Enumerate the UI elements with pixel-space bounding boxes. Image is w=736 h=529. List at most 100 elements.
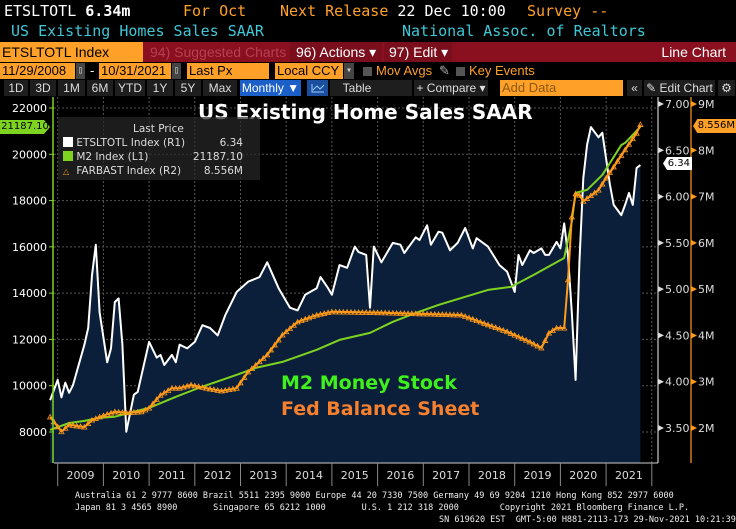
farbast-point: [153, 396, 160, 402]
farbast-point: [199, 384, 206, 390]
farbast-point: [328, 308, 336, 315]
compare-button[interactable]: + Compare ▾: [414, 80, 488, 96]
period-3d[interactable]: 3D: [30, 80, 56, 96]
farbast-point: [126, 409, 134, 415]
x-axis-label: 2011: [158, 469, 186, 482]
etsltotl-current-tag: 6.34: [663, 157, 692, 170]
farbast-point: [111, 408, 119, 415]
x-axis-label: 2019: [524, 469, 552, 482]
key-events-checkbox[interactable]: [456, 67, 465, 76]
end-date-input[interactable]: 10/31/2021: [99, 63, 171, 79]
period-ytd[interactable]: YTD: [115, 80, 145, 96]
edit-menu[interactable]: 97) Edit ▾: [384, 42, 452, 62]
period-max[interactable]: Max: [203, 80, 237, 96]
chevron-down-icon[interactable]: ▾: [344, 63, 354, 79]
currency-select[interactable]: Local CCY: [275, 63, 343, 79]
calendar-icon[interactable]: ▯: [76, 63, 85, 79]
right-axis-1-tick: [658, 147, 664, 154]
farbast-point: [431, 310, 438, 317]
farbast-point: [244, 368, 252, 375]
x-axis-label: 2009: [67, 469, 95, 482]
period-6m[interactable]: 6M: [87, 80, 113, 96]
gear-icon[interactable]: ⚙: [718, 80, 735, 96]
farbast-point: [503, 328, 511, 335]
price-field-select[interactable]: Last Px: [187, 63, 269, 79]
period-1m[interactable]: 1M: [58, 80, 85, 96]
mov-avgs-checkbox[interactable]: [363, 67, 372, 76]
right-axis-1-label: 5.50: [665, 237, 690, 250]
footer-contacts-1: Australia 61 2 9777 8600 Brazil 5511 239…: [75, 491, 674, 501]
farbast-point: [81, 423, 88, 430]
farbast-point: [553, 324, 560, 331]
pencil-icon[interactable]: ✎: [439, 63, 450, 78]
x-axis-label: 2021: [615, 469, 643, 482]
farbast-point: [591, 189, 598, 196]
farbast-point: [580, 197, 587, 204]
add-data-input[interactable]: Add Data: [500, 80, 623, 96]
farbast-point: [378, 309, 385, 316]
security-input[interactable]: ETSLTOTL Index: [0, 42, 143, 62]
farbast-point: [324, 309, 332, 316]
right-axis-2-label: 3M: [698, 376, 715, 389]
right-axis-1-label: 6.00: [665, 191, 690, 204]
legend-item-etsltotl[interactable]: ETSLTOTL Index (R1) 6.34: [63, 137, 253, 149]
period-1y[interactable]: 1Y: [147, 80, 173, 96]
farbast-point: [408, 310, 416, 317]
farbast-point: [484, 321, 492, 328]
series-name: US Existing Homes Sales SAAR: [11, 22, 264, 40]
edit-chart-button[interactable]: ✎ Edit Chart: [644, 80, 715, 96]
farbast-point: [595, 186, 602, 193]
farbast-point: [454, 311, 461, 318]
left-axis-label: 22000: [12, 102, 47, 115]
farbast-point: [637, 121, 644, 127]
farbast-point: [241, 374, 248, 380]
right-axis-1-tick: [658, 239, 664, 246]
farbast-point: [568, 213, 576, 220]
farbast-point: [336, 308, 343, 315]
left-axis-label: 10000: [12, 380, 47, 393]
farbast-point: [625, 140, 633, 147]
key-events-label: Key Events: [469, 63, 535, 78]
farbast-point: [515, 333, 522, 340]
line-chart-icon[interactable]: [307, 80, 328, 96]
farbast-point: [279, 331, 286, 338]
farbast-point: [73, 422, 80, 429]
table-button[interactable]: Table: [330, 80, 412, 96]
ticker-line: ETSLTOTL 6.34m: [4, 2, 130, 20]
period-5y[interactable]: 5Y: [175, 80, 201, 96]
legend-label: FARBAST Index (R2): [76, 165, 182, 177]
green-square-icon: [63, 151, 73, 161]
frequency-select[interactable]: Monthly ▼: [240, 80, 301, 96]
calendar-icon[interactable]: ▯: [172, 63, 181, 79]
farbast-point: [294, 318, 301, 325]
right-axis-1-label: 7.00: [665, 98, 690, 111]
right-axis-2-tick: [691, 286, 697, 293]
legend-item-farbast[interactable]: △ FARBAST Index (R2) 8.556M: [63, 165, 253, 177]
right-axis-2-label: 9M: [698, 98, 715, 111]
farbast-point: [130, 408, 138, 415]
farbast-point: [599, 180, 606, 187]
farbast-point: [602, 174, 610, 181]
legend[interactable]: Last Price ETSLTOTL Index (R1) 6.34 M2 I…: [58, 117, 260, 180]
triangle-icon: △: [63, 167, 70, 176]
farbast-point: [343, 308, 351, 315]
farbast-point: [557, 324, 564, 331]
farbast-point: [522, 336, 530, 343]
farbast-point: [473, 317, 480, 324]
right-axis-2-tick: [691, 425, 697, 432]
footer-session: SN 619620 EST GMT-5:00 H881-2113-173 29-…: [439, 515, 736, 525]
farbast-point: [225, 386, 233, 393]
farbast-point: [58, 428, 65, 435]
right-axis-2-label: 4M: [698, 329, 715, 342]
period-1d[interactable]: 1D: [4, 80, 28, 96]
left-axis-label: 16000: [12, 241, 47, 254]
start-date-input[interactable]: 11/29/2008: [0, 63, 75, 79]
legend-label: M2 Index (L1): [76, 151, 149, 163]
farbast-point: [298, 317, 305, 324]
suggested-charts-button[interactable]: 94) Suggested Charts: [150, 44, 287, 60]
collapse-button[interactable]: «: [627, 80, 642, 96]
actions-menu[interactable]: 96) Actions ▾: [290, 42, 382, 62]
legend-item-m2[interactable]: M2 Index (L1) 21187.10: [63, 151, 253, 163]
farbast-point: [172, 384, 179, 391]
